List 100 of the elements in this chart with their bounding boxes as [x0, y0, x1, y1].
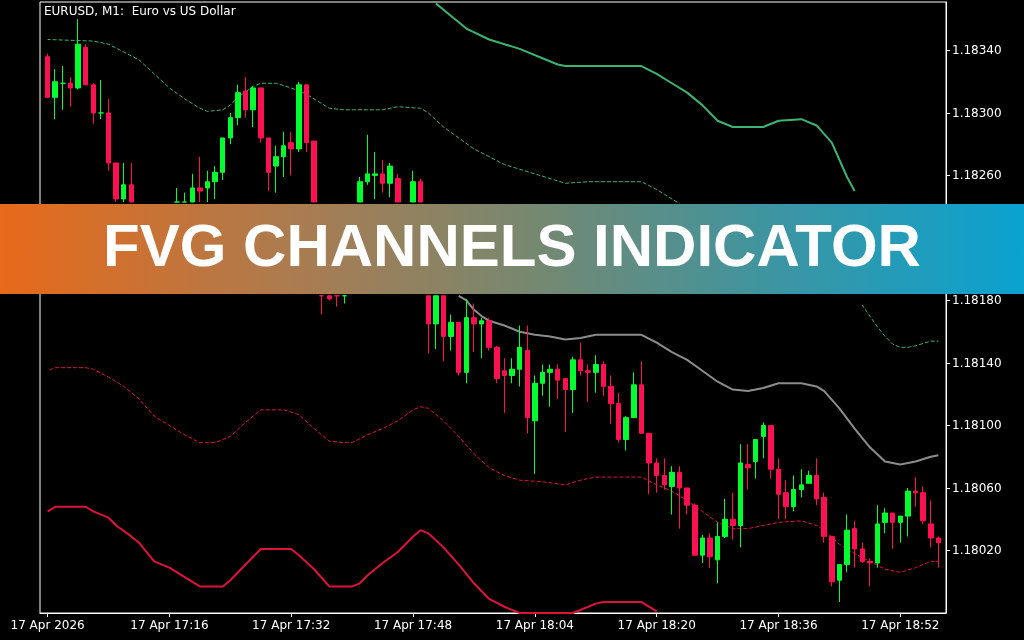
candlestick — [212, 165, 218, 200]
candlestick — [936, 535, 941, 569]
candlestick — [814, 457, 819, 506]
candlestick — [563, 378, 568, 433]
candlestick — [471, 303, 477, 353]
candlestick — [768, 424, 774, 480]
candlestick — [738, 443, 743, 548]
x-tick-label: 17 Apr 18:20 — [617, 618, 696, 632]
y-tick-label: 1.18300 — [952, 105, 1002, 120]
candlestick — [273, 145, 279, 194]
candlestick — [494, 345, 500, 384]
candlestick — [250, 85, 256, 128]
candlestick — [837, 564, 842, 603]
candlestick — [357, 176, 363, 203]
candlestick — [920, 485, 926, 525]
candlestick — [311, 140, 317, 203]
candlestick — [106, 98, 111, 172]
y-tick-label: 1.18060 — [952, 480, 1002, 495]
line-series — [434, 2, 856, 193]
candlestick — [83, 43, 88, 86]
candlestick — [913, 476, 918, 508]
candlestick — [387, 162, 393, 198]
y-tick-label: 1.18340 — [952, 43, 1002, 58]
candlestick — [730, 492, 736, 541]
candlestick — [540, 364, 545, 397]
candlestick — [898, 515, 903, 544]
candlestick — [517, 324, 522, 387]
candlestick — [821, 492, 827, 544]
line-series — [47, 367, 939, 573]
candlestick — [525, 324, 530, 434]
candlestick — [677, 465, 682, 530]
x-tick-label: 17 Apr 2026 — [10, 618, 85, 632]
candlestick — [121, 162, 126, 203]
candlestick — [456, 321, 461, 376]
candlestick — [829, 535, 835, 587]
candlestick — [631, 371, 637, 419]
candlestick — [715, 521, 720, 584]
candlestick — [174, 187, 180, 203]
candlestick — [654, 457, 659, 494]
candlestick — [928, 499, 934, 548]
candlestick — [288, 131, 294, 176]
candlestick — [235, 84, 241, 126]
candlestick — [486, 317, 492, 351]
candlestick — [532, 374, 538, 475]
candlestick — [75, 18, 81, 91]
x-tick-label: 17 Apr 18:36 — [739, 618, 818, 632]
candlestick — [662, 457, 667, 491]
candlestick — [243, 76, 248, 119]
candlestick — [882, 507, 888, 534]
candlestick — [182, 192, 187, 203]
candlestick — [867, 557, 873, 587]
candlestick — [68, 76, 73, 108]
y-tick-label: 1.18100 — [952, 418, 1002, 433]
candlestick — [707, 532, 713, 569]
candlestick — [426, 295, 431, 355]
candlestick — [334, 295, 340, 308]
candlestick — [509, 357, 515, 384]
candlestick — [372, 151, 378, 200]
candlestick — [304, 84, 309, 153]
candlestick — [395, 173, 401, 203]
candlestick — [791, 474, 796, 512]
y-tick-label: 1.18140 — [952, 355, 1002, 370]
candlestick — [60, 65, 66, 111]
candlestick — [593, 354, 599, 394]
candlestick — [585, 364, 591, 403]
candlestick — [365, 134, 370, 186]
candlestick — [45, 53, 50, 98]
x-tick-label: 17 Apr 17:32 — [252, 618, 331, 632]
candlestick — [319, 295, 324, 316]
candlestick — [281, 131, 286, 178]
candlestick — [228, 112, 233, 145]
candlestick — [745, 443, 751, 491]
candlestick — [601, 360, 606, 397]
candlestick — [327, 295, 332, 301]
candlestick — [380, 159, 385, 194]
candlestick — [555, 364, 560, 400]
candlestick — [608, 374, 614, 425]
candlestick — [692, 503, 698, 556]
candlestick — [578, 342, 583, 376]
line-series — [46, 505, 658, 614]
candlestick — [905, 487, 911, 537]
y-tick-label: 1.18020 — [952, 543, 1002, 558]
candlestick — [190, 173, 195, 203]
candlestick — [98, 79, 104, 120]
y-tick-label: 1.18180 — [952, 293, 1002, 308]
x-tick-label: 17 Apr 17:16 — [130, 618, 209, 632]
candlestick — [129, 162, 134, 203]
candlestick — [806, 470, 812, 484]
candlestick — [799, 468, 804, 498]
candlestick — [296, 81, 302, 153]
candlestick — [433, 295, 439, 350]
candlestick — [570, 356, 576, 414]
x-tick-label: 17 Apr 18:04 — [495, 618, 574, 632]
candlestick — [205, 170, 210, 203]
candlestick — [890, 512, 895, 550]
candlestick — [761, 421, 766, 459]
candlestick — [464, 298, 469, 384]
x-tick-label: 17 Apr 17:48 — [373, 618, 453, 632]
candlestick — [783, 479, 789, 520]
candlestick — [220, 137, 225, 181]
